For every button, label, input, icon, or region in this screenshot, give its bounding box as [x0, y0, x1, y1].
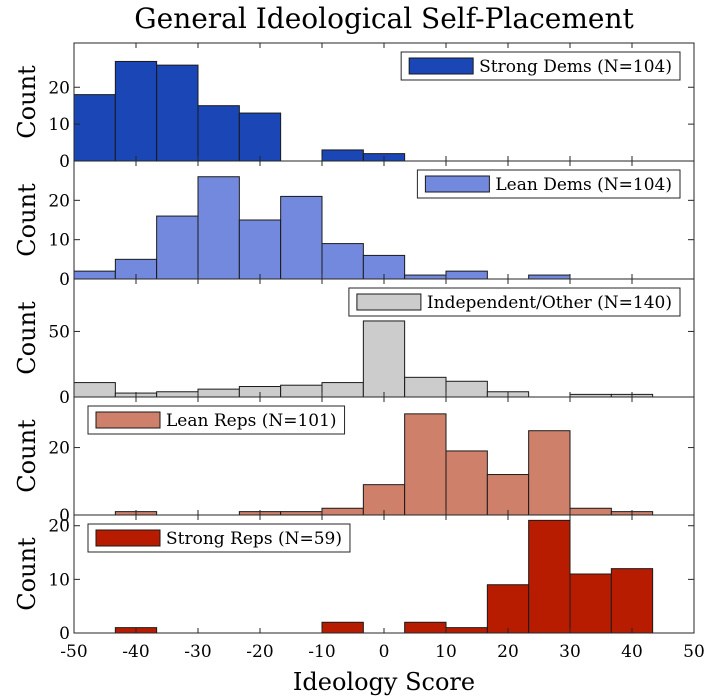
y-tick-label: 20	[48, 191, 70, 211]
legend-swatch	[95, 529, 161, 547]
histogram-bar	[404, 621, 447, 634]
legend-entry: Lean Reps (N=101)	[166, 411, 337, 431]
histogram-bar	[445, 450, 488, 516]
histogram-bar	[280, 384, 323, 398]
legend-swatch	[356, 293, 422, 311]
histogram-bar	[321, 149, 364, 162]
histogram-bar	[321, 243, 364, 280]
histogram-bar	[610, 568, 654, 634]
histogram-bar	[321, 382, 364, 398]
histogram-bar	[280, 511, 323, 516]
panel-2: 0 10 20 Count Lean Dems (N=104)	[13, 160, 695, 290]
histogram-bar	[445, 627, 488, 634]
legend-entry: Strong Reps (N=59)	[166, 529, 342, 549]
histogram-bar	[321, 507, 364, 516]
histogram-bar	[445, 270, 488, 280]
y-tick-label: 0	[59, 152, 70, 172]
histogram-bar	[238, 219, 282, 280]
legend: Strong Reps (N=59)	[87, 523, 351, 553]
legend-swatch	[424, 175, 490, 193]
histogram-bar	[569, 507, 612, 516]
histogram-bar	[528, 430, 571, 516]
x-tick-label: 50	[683, 642, 705, 662]
x-tick-label: -30	[184, 642, 211, 662]
y-tick-label: 20	[48, 78, 70, 98]
histogram-bar	[528, 274, 571, 280]
y-tick-label: 20	[48, 439, 70, 459]
x-tick-label: -10	[308, 642, 335, 662]
histogram-bar	[156, 64, 199, 162]
legend-swatch	[408, 57, 474, 75]
panel-5: 0 10 20 Count Strong Reps (N=59)	[13, 514, 695, 644]
histogram-bar	[404, 376, 447, 398]
x-tick-label: 0	[379, 642, 390, 662]
y-tick-label: 10	[48, 570, 70, 590]
y-tick-label: 0	[59, 270, 70, 290]
x-tick-label: 10	[435, 642, 457, 662]
x-axis-ticks: -50 -40 -30 -20 -10 0 10 20 30 40 50	[60, 642, 705, 662]
histogram-bar	[73, 270, 116, 280]
histogram-bar	[445, 380, 488, 398]
y-tick-label: 10	[48, 115, 70, 135]
histogram-bar	[486, 474, 530, 516]
histogram-bar	[280, 195, 323, 280]
histogram-bar	[197, 105, 240, 162]
y-tick-label: 0	[59, 624, 70, 644]
legend-entry: Strong Dems (N=104)	[479, 57, 672, 77]
histogram-bar	[238, 112, 282, 162]
legend-entry: Independent/Other (N=140)	[427, 293, 672, 313]
y-axis-label: Count	[13, 301, 41, 375]
histogram-bar	[362, 320, 406, 398]
x-axis-label: Ideology Score	[293, 668, 475, 696]
histogram-bar	[569, 573, 612, 634]
histogram-bar	[73, 94, 116, 162]
histogram-bar	[114, 60, 158, 162]
x-tick-label: 40	[621, 642, 643, 662]
histogram-bar	[197, 176, 240, 280]
x-tick-label: 30	[559, 642, 581, 662]
legend: Lean Reps (N=101)	[87, 405, 346, 435]
y-axis-label: Count	[13, 183, 41, 257]
histogram-panels: 0 10 20 Count Strong Dems (N=104) 0 10 20 Count L…	[13, 42, 695, 644]
panel-1: 0 10 20 Count Strong Dems (N=104)	[13, 42, 695, 172]
chart-title: General Ideological Self-Placement	[134, 2, 634, 35]
x-tick-label: -20	[246, 642, 273, 662]
legend-swatch	[95, 411, 161, 429]
legend: Independent/Other (N=140)	[348, 287, 681, 317]
x-tick-label: -50	[60, 642, 87, 662]
y-tick-label: 10	[48, 231, 70, 251]
y-axis-label: Count	[13, 65, 41, 139]
y-tick-label: 20	[48, 517, 70, 537]
panel-4: 0 20 Count Lean Reps (N=101)	[13, 396, 695, 526]
x-tick-label: 20	[497, 642, 519, 662]
y-tick-label: 0	[59, 506, 70, 526]
x-tick-label: -40	[122, 642, 149, 662]
y-tick-label: 0	[59, 388, 70, 408]
y-tick-label: 50	[48, 322, 70, 342]
legend: Strong Dems (N=104)	[400, 51, 681, 81]
histogram-bar	[528, 519, 571, 634]
histogram-bar	[197, 388, 240, 398]
histogram-bar	[486, 584, 530, 634]
panel-3: 0 50 Count Independent/Other (N=140)	[13, 278, 695, 408]
legend-entry: Lean Dems (N=104)	[495, 175, 672, 195]
histogram-bar	[73, 382, 116, 398]
histogram-bar	[156, 391, 199, 398]
y-axis-label: Count	[13, 537, 41, 611]
histogram-bar	[404, 413, 447, 516]
histogram-bar	[321, 621, 364, 634]
histogram-bar	[156, 215, 199, 280]
y-axis-label: Count	[13, 419, 41, 493]
legend: Lean Dems (N=104)	[416, 169, 681, 199]
histogram-bar	[404, 274, 447, 280]
